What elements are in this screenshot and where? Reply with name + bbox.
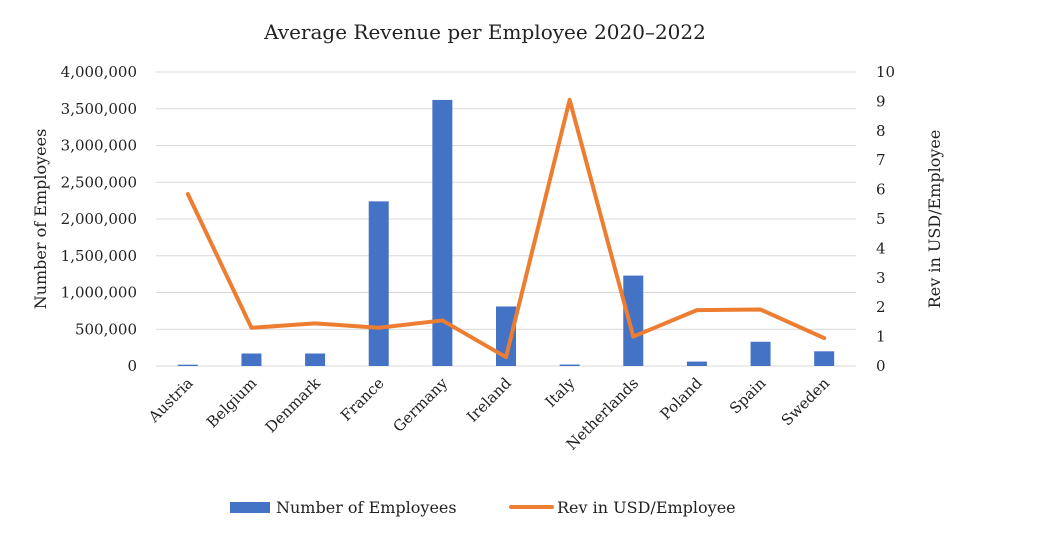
legend-label-employees: Number of Employees <box>276 498 457 517</box>
right-axis-ticks: 0 1 2 3 4 5 6 7 8 9 10 <box>876 63 895 375</box>
left-tick-label: 4,000,000 <box>61 63 137 81</box>
right-tick-label: 3 <box>876 269 886 287</box>
left-tick-label: 2,500,000 <box>61 173 137 191</box>
bar-germany <box>432 99 453 367</box>
bar-france <box>368 201 389 366</box>
left-tick-label: 3,000,000 <box>61 137 137 155</box>
x-tick-label: Sweden <box>778 374 833 429</box>
chart-title: Average Revenue per Employee 2020–2022 <box>263 20 706 44</box>
legend: Number of Employees Rev in USD/Employee <box>230 498 736 517</box>
bar-spain <box>750 341 771 366</box>
left-tick-label: 1,000,000 <box>61 284 137 302</box>
left-axis-label: Number of Employees <box>31 129 50 310</box>
bar-netherlands <box>623 275 644 366</box>
right-axis-label: Rev in USD/Employee <box>925 130 944 309</box>
bar-austria <box>177 364 198 366</box>
left-axis-ticks: 0 500,000 1,000,000 1,500,000 2,000,000 2,500… <box>61 63 137 375</box>
gridlines <box>156 71 856 367</box>
x-axis-ticks: Austria Belgium Denmark France Germany Irelan… <box>144 373 833 453</box>
x-tick-label: Poland <box>657 374 706 423</box>
left-tick-label: 500,000 <box>75 320 137 338</box>
bar-ireland <box>496 306 516 366</box>
bar-poland <box>686 361 707 366</box>
left-tick-label: 2,000,000 <box>61 210 137 228</box>
right-tick-label: 7 <box>876 151 886 169</box>
right-tick-label: 8 <box>876 122 886 140</box>
bar-denmark <box>305 353 326 366</box>
x-tick-label: France <box>337 374 388 425</box>
bar-belgium <box>241 353 262 366</box>
left-tick-label: 0 <box>127 357 137 375</box>
x-tick-label: Germany <box>389 374 451 436</box>
right-tick-label: 2 <box>876 298 886 316</box>
right-tick-label: 1 <box>876 328 886 346</box>
left-tick-label: 1,500,000 <box>61 247 137 265</box>
right-tick-label: 4 <box>876 239 886 257</box>
x-tick-label: Austria <box>144 374 196 426</box>
right-tick-label: 6 <box>876 181 886 199</box>
right-tick-label: 10 <box>876 63 895 81</box>
revenue-line <box>185 97 827 360</box>
x-tick-label: Denmark <box>262 373 325 436</box>
bar-sweden <box>814 351 835 366</box>
right-tick-label: 9 <box>876 92 886 110</box>
legend-swatch-employees <box>230 502 270 513</box>
right-tick-label: 0 <box>876 357 886 375</box>
x-tick-label: Spain <box>726 374 770 418</box>
right-tick-label: 5 <box>876 210 886 228</box>
x-tick-label: Italy <box>542 374 579 411</box>
x-tick-label: Belgium <box>203 374 260 431</box>
bar-italy <box>559 364 580 366</box>
employee-bars <box>177 99 835 367</box>
legend-label-revenue: Rev in USD/Employee <box>557 498 736 517</box>
left-tick-label: 3,500,000 <box>61 100 137 118</box>
x-tick-label: Ireland <box>463 374 515 426</box>
